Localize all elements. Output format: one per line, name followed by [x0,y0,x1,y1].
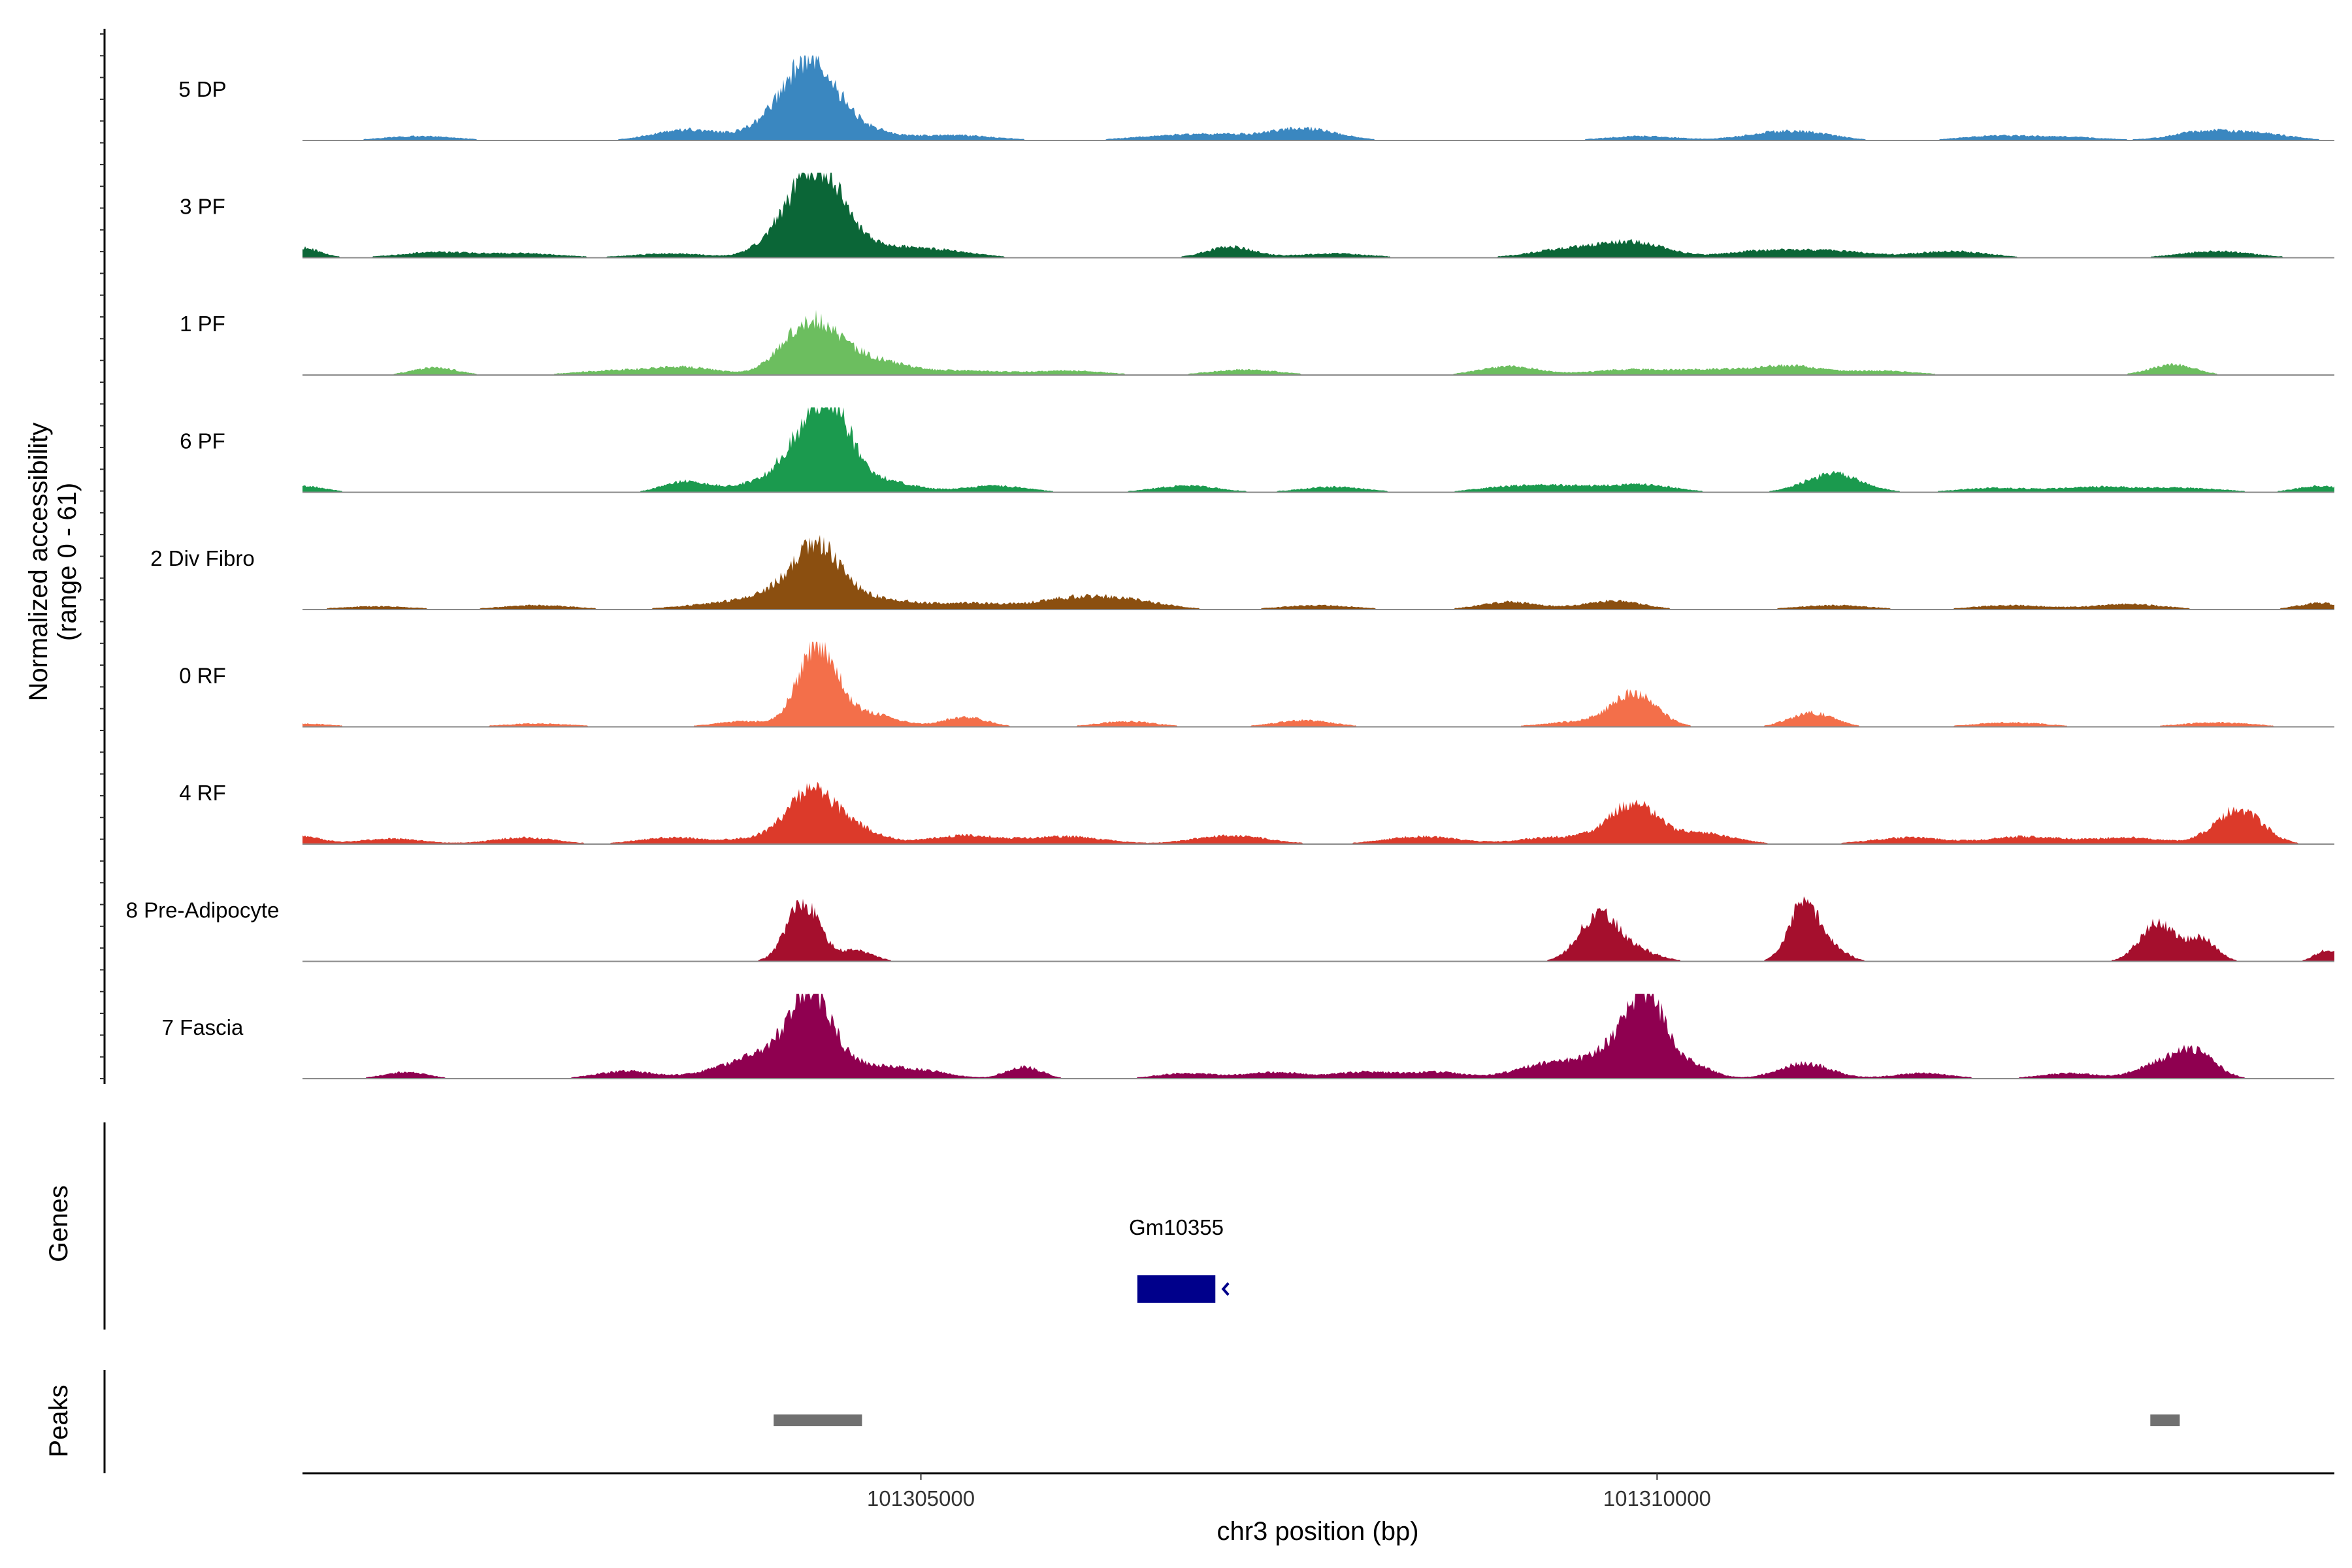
coverage-area-4-rf [302,781,2334,844]
gene-label: Gm10355 [1129,1215,1224,1239]
coverage-area-1-pf [302,310,2334,375]
coverage-area-2-div-fibro [302,534,2334,610]
peaks-panel-label: Peaks [44,1384,73,1457]
x-tick-label: 101310000 [1603,1486,1711,1511]
track-label: 8 Pre-Adipocyte [126,898,280,923]
coverage-area-0-rf [302,642,2334,727]
coverage-area-6-pf [302,407,2334,493]
x-tick-label: 101305000 [867,1486,975,1511]
track-label: 0 RF [179,664,226,688]
coverage-area-7-fascia [302,994,2334,1079]
y-axis-title-line2: (range 0 - 61) [53,483,82,641]
peak-region [2150,1414,2180,1426]
track-label: 5 DP [178,77,226,101]
coverage-area-3-pf [302,172,2334,258]
track-label: 7 Fascia [162,1015,244,1039]
track-label: 4 RF [179,781,226,805]
track-label: 6 PF [180,429,225,453]
coverage-area-8-pre-adipocyte [302,896,2334,962]
track-label: 2 Div Fibro [150,546,255,570]
genes-panel-label: Genes [44,1185,73,1262]
strand-arrow-icon [1221,1282,1230,1296]
track-label: 3 PF [180,195,225,219]
y-axis-title-line1: Normalized accessibility [24,423,53,702]
gene-body [1137,1275,1216,1303]
tracks: 5 DP 3 PF 1 PF 6 PF 2 Div Fibro 0 RF 4 RF 8 Pre… [126,56,2334,1079]
axes: Gm10355 101305000 101310000 [100,29,2334,1511]
coverage-area-5-dp [302,56,2334,140]
x-axis-title: chr3 position (bp) [1217,1517,1418,1546]
peak-region [774,1414,862,1426]
track-label: 1 PF [180,312,225,336]
